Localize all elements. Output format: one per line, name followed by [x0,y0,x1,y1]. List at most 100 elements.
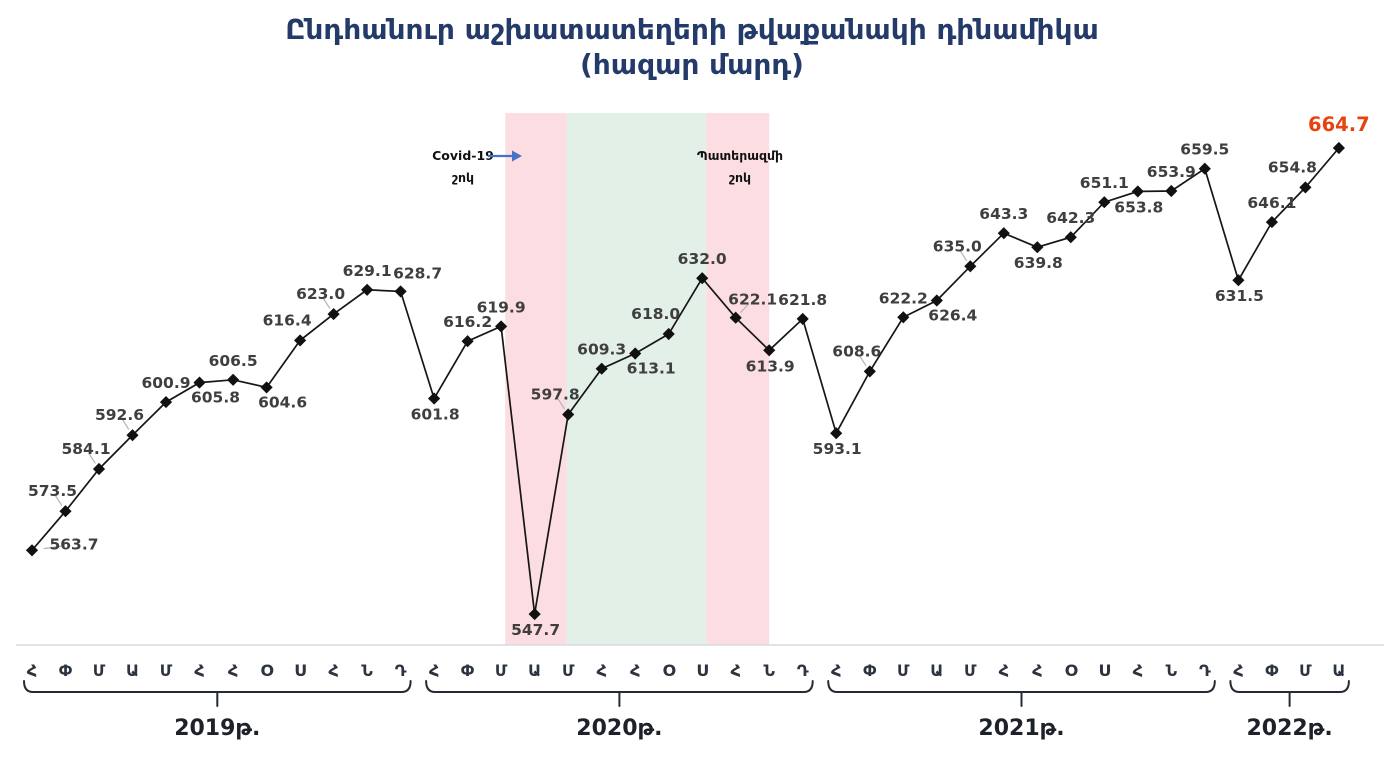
label-leader-line [88,453,96,464]
month-tick-label: Հ [328,661,338,680]
month-tick-label: Մ [160,661,173,680]
chart-title-line1: Ընդհանուր աշխատատեղերի թվաքանակի դինամիկ… [285,13,1099,46]
data-label: 600.9 [141,374,190,392]
month-tick-label: Ա [1332,661,1345,680]
data-label: 653.9 [1147,163,1196,181]
data-label: 604.6 [258,393,307,411]
data-label: 659.5 [1180,141,1229,159]
covid-annotation-line2: շոկ [452,170,474,185]
data-label: 622.2 [879,289,928,307]
data-label: 618.0 [631,305,680,323]
year-label: 2022թ. [1246,716,1332,741]
data-label: 646.1 [1247,194,1296,212]
year-bracket [425,680,814,707]
month-tick-label: Դ [797,661,809,680]
month-tick-label: Հ [27,661,37,680]
month-tick-label: Դ [1199,661,1211,680]
month-tick-label: Մ [562,661,575,680]
data-label: 593.1 [813,440,862,458]
data-label: 605.8 [191,389,240,407]
month-tick-label: Հ [1133,661,1143,680]
data-point-marker [1232,274,1245,287]
data-label: 547.7 [511,621,560,639]
month-tick-label: Ն [1166,661,1178,680]
month-tick-label: Ա [930,661,943,680]
data-label: 613.9 [746,357,795,375]
data-point-marker [260,381,273,394]
data-label: 629.1 [343,262,392,280]
month-tick-label: Մ [495,661,508,680]
year-label: 2020թ. [576,716,662,741]
data-point-marker [126,429,139,442]
month-tick-label: Ն [763,661,775,680]
month-tick-label: Հ [730,661,740,680]
data-label: 642.3 [1046,209,1095,227]
data-label: 609.3 [577,341,626,359]
data-point-marker [495,320,508,333]
month-tick-label: Ա [528,661,541,680]
label-leader-line [859,355,867,367]
data-label: 606.5 [209,352,258,370]
chart-title: Ընդհանուր աշխատատեղերի թվաքանակի դինամիկ… [0,12,1384,82]
series-line [31,147,1340,615]
data-point-marker [394,285,407,298]
data-label: 626.4 [928,307,977,325]
data-label: 616.4 [263,311,312,329]
covid-shock-band [505,113,567,645]
month-tick-label: Հ [194,661,204,680]
year-label: 2019թ. [174,716,260,741]
label-leader-line [557,398,566,410]
year-label: 2021թ. [978,716,1064,741]
label-leader-line [43,545,65,550]
data-point-marker [327,308,340,321]
war-shock-band [706,113,770,645]
data-label: 639.8 [1014,254,1063,272]
data-point-marker [1165,184,1178,198]
data-label: 592.6 [95,406,144,424]
data-label: 573.5 [28,482,77,500]
month-tick-label: Հ [228,661,238,680]
data-label: 653.8 [1114,198,1163,216]
month-tick-label: Դ [395,661,407,680]
data-point-marker [361,283,374,296]
label-leader-line [740,303,750,314]
data-label: 622.1 [728,291,777,309]
data-point-marker [193,376,206,389]
month-tick-label: Փ [1265,661,1278,680]
data-label: 601.8 [411,406,460,424]
data-label: 608.6 [832,342,881,360]
data-label: 619.9 [477,298,526,316]
annotation-arrowhead-icon [512,150,522,162]
month-tick-label: Մ [1299,661,1312,680]
data-point-marker [830,427,843,440]
data-point-marker [1198,162,1211,175]
month-tick-label: Օ [663,661,676,680]
month-tick-label: Մ [93,661,106,680]
month-tick-label: Օ [1065,661,1078,680]
month-tick-label: Փ [863,661,876,680]
data-label: 616.2 [443,313,492,331]
recovery-band [566,113,707,645]
month-tick-label: Փ [461,661,474,680]
data-point-marker [461,335,474,348]
month-tick-label: Ա [126,661,139,680]
data-label: 654.8 [1268,158,1317,176]
month-tick-label: Ս [696,661,708,680]
data-label: 597.8 [531,386,580,404]
month-tick-label: Հ [999,661,1009,680]
label-leader-line [121,419,130,430]
war-annotation-line2: շոկ [729,170,751,185]
month-tick-label: Ս [294,661,306,680]
label-leader-line [959,250,968,262]
year-bracket [1229,680,1350,707]
data-label: 651.1 [1080,174,1129,192]
month-tick-label: Հ [1032,661,1042,680]
year-bracket [23,680,412,707]
data-label: 643.3 [979,205,1028,223]
month-tick-label: Փ [59,661,72,680]
month-tick-label: Մ [897,661,910,680]
data-point-marker [863,365,876,378]
data-point-marker [59,505,72,518]
data-label: 563.7 [49,535,98,553]
